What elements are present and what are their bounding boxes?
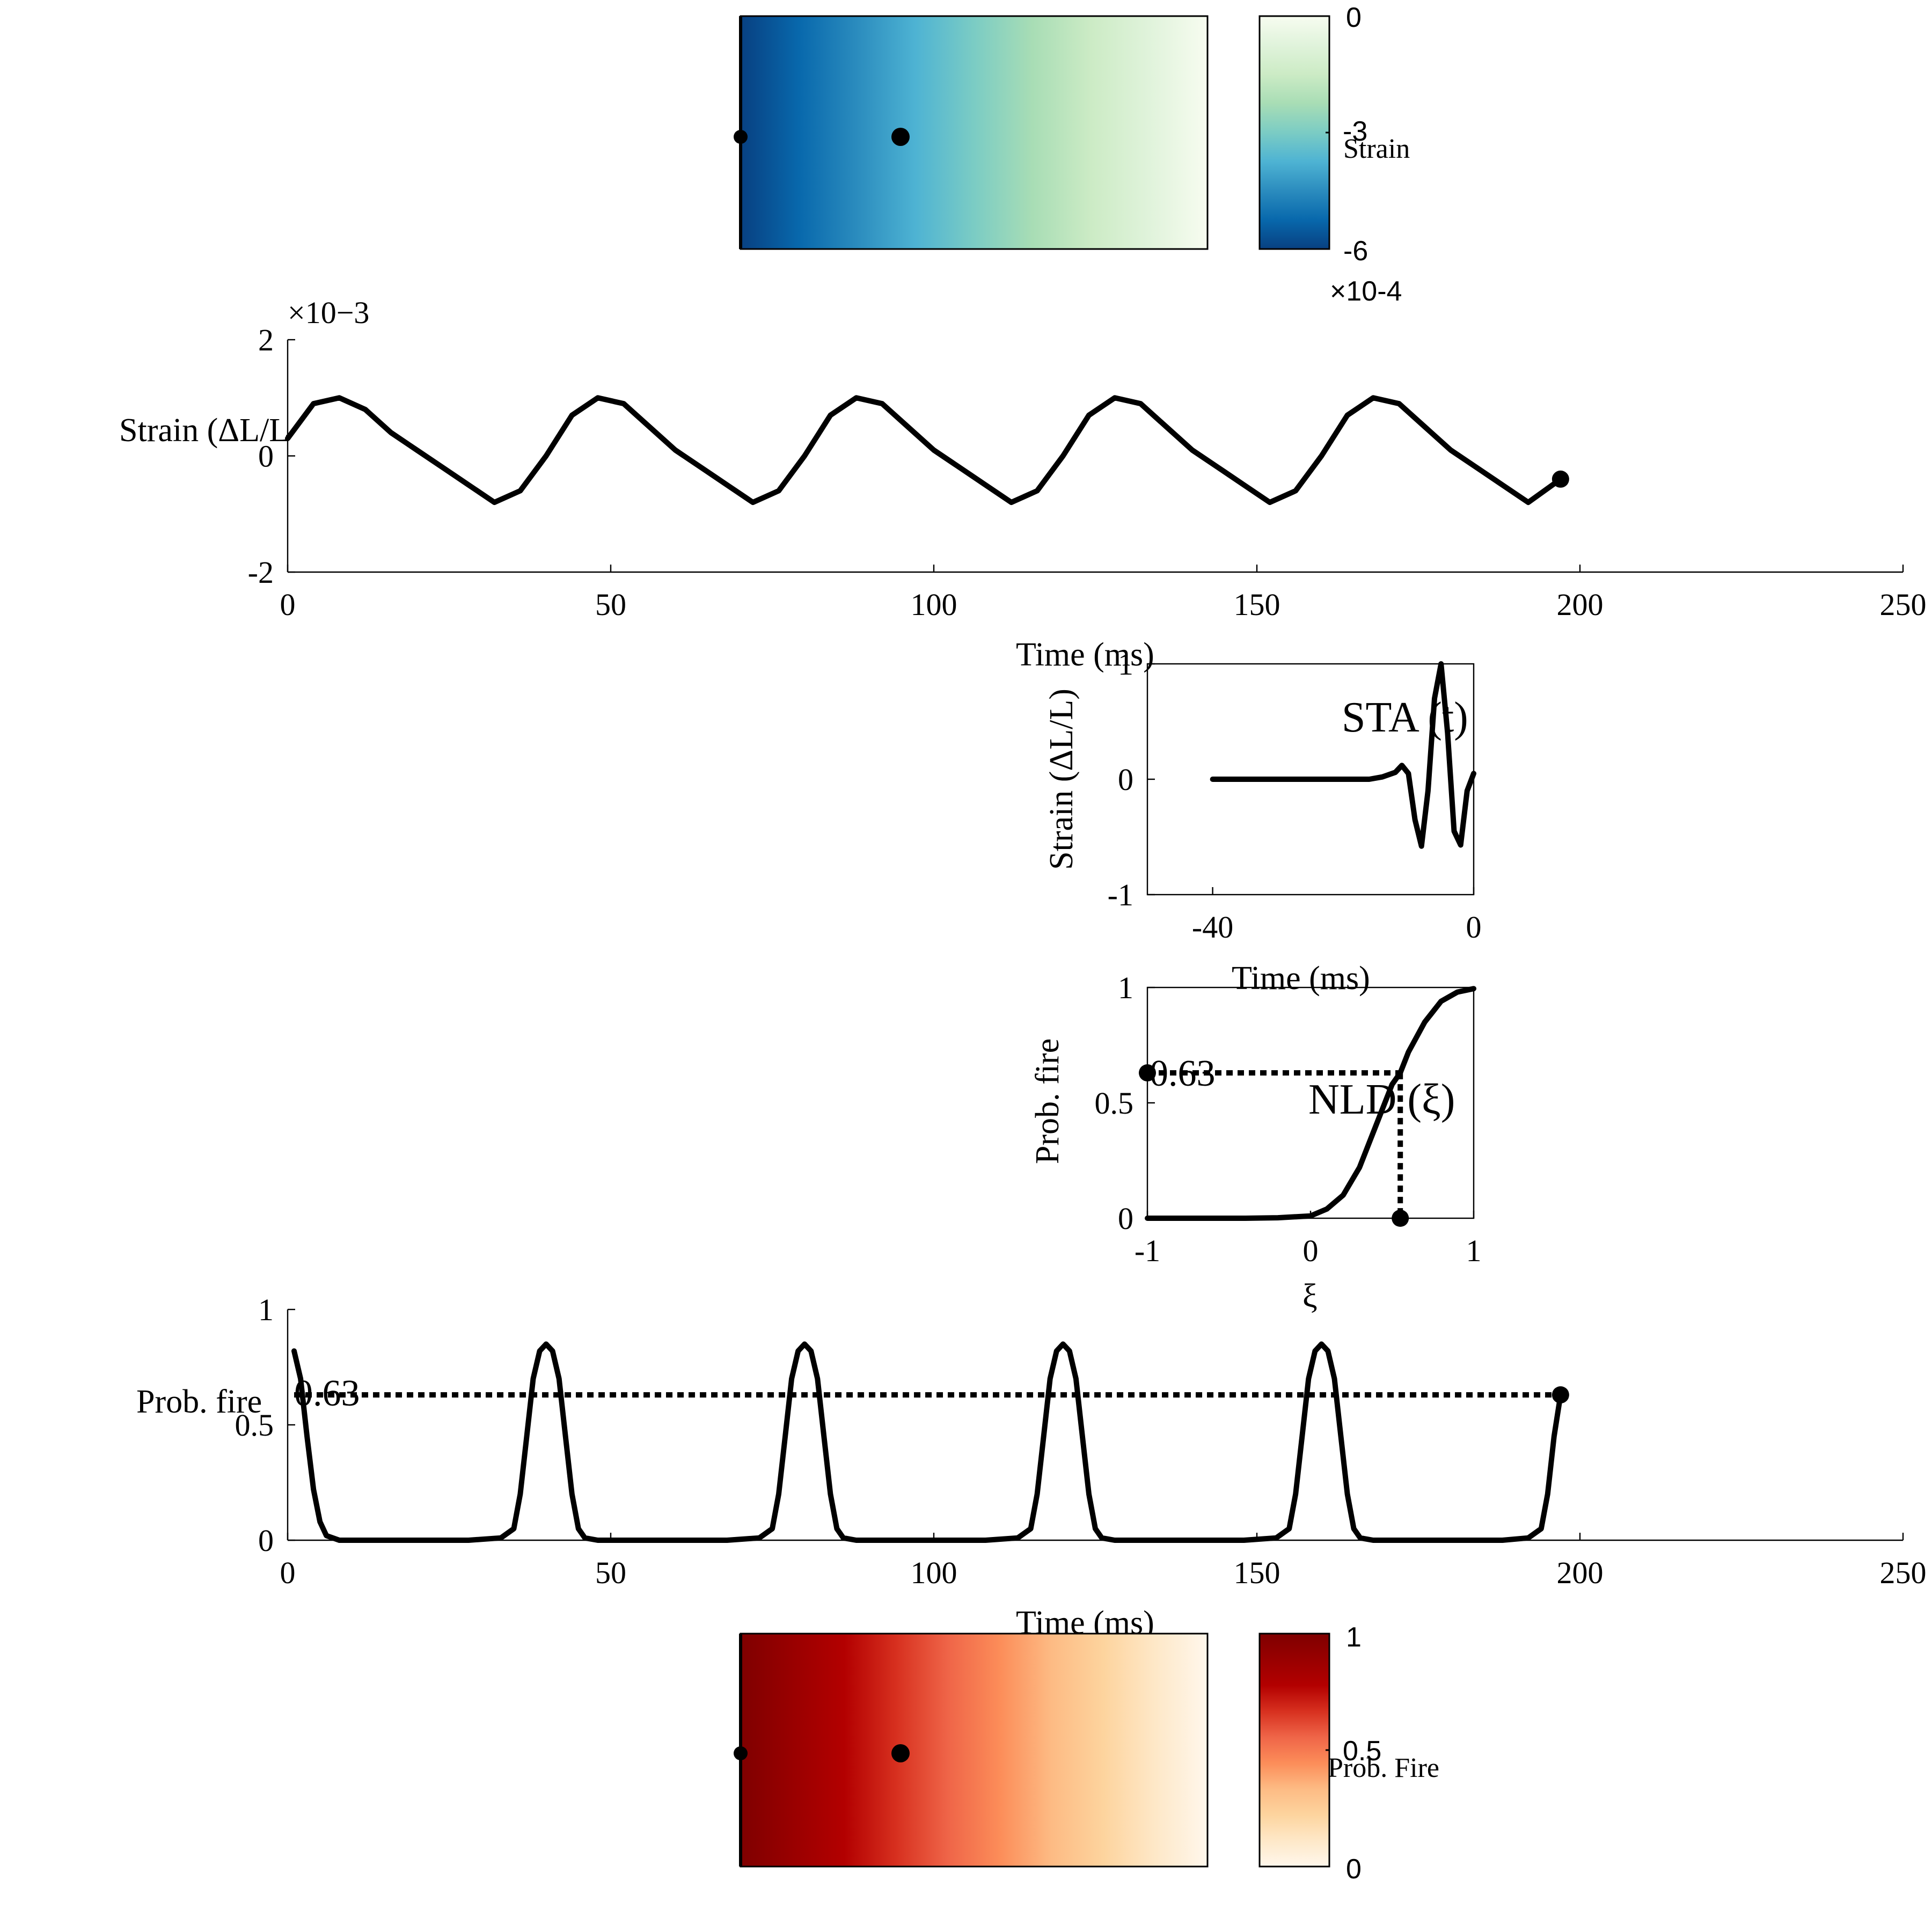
strain-trace-end-marker bbox=[1552, 470, 1569, 488]
strain-trace-ylabel: Strain (ΔL/L bbox=[119, 412, 289, 449]
prob-trace-ytick-label: 0.5 bbox=[235, 1408, 274, 1443]
prob-trace-line bbox=[291, 1341, 1563, 1543]
sta-xtick-label: 0 bbox=[1466, 910, 1482, 945]
prob-trace-xtick-label: 250 bbox=[1880, 1555, 1927, 1590]
strain-colorbar bbox=[1258, 15, 1330, 250]
strain-colorbar-multiplier: ×10-4 bbox=[1330, 276, 1402, 307]
prob-trace-threshold-label: 0.63 bbox=[294, 1373, 360, 1414]
prob-trace-x-ticks: 0 50 100 150 200 250 bbox=[280, 1533, 1927, 1590]
prob-colorbar-tick-mid: 0.5 bbox=[1343, 1736, 1381, 1767]
prob-trace-xtick-label: 0 bbox=[280, 1555, 296, 1590]
sta-x-ticks: -40 0 bbox=[1192, 887, 1482, 945]
strain-trace-xtick-label: 100 bbox=[911, 587, 957, 622]
prob-colorbar bbox=[1258, 1633, 1330, 1868]
nld-ytick-label: 0.5 bbox=[1095, 1086, 1134, 1121]
nld-x-ticks: -1 0 1 bbox=[1135, 1211, 1482, 1268]
sta-ytick-label: -1 bbox=[1108, 877, 1133, 912]
nld-y-ticks: 10.50 bbox=[1095, 970, 1155, 1236]
strain-trace-xtick-label: 250 bbox=[1880, 587, 1927, 622]
sta-xlabel: Time (ms) bbox=[1232, 960, 1370, 997]
nld-xtick-label: 0 bbox=[1303, 1233, 1319, 1268]
nld-line bbox=[1145, 986, 1476, 1221]
strain-colorbar-tick-top: 0 bbox=[1346, 2, 1362, 33]
prob-map bbox=[740, 1633, 1209, 1868]
prob-map-panel: 1 0.5 0 Prob. Fire bbox=[734, 1622, 1439, 1885]
prob-map-left-marker bbox=[734, 1746, 748, 1760]
strain-trace-xtick-label: 50 bbox=[595, 587, 626, 622]
strain-trace-xlabel: Time (ms) bbox=[1016, 636, 1154, 673]
prob-trace-ytick-label: 0 bbox=[258, 1523, 274, 1558]
prob-trace-end-marker bbox=[1552, 1386, 1569, 1404]
strain-trace-line bbox=[285, 395, 1563, 506]
nld-readout-x-marker bbox=[1392, 1210, 1409, 1227]
strain-trace-xtick-label: 150 bbox=[1234, 587, 1280, 622]
nld-axes: -1 0 1 10.50 ξ Prob. fire NLD (ξ) 0.63 bbox=[1029, 970, 1482, 1314]
strain-map-left-marker bbox=[734, 130, 748, 144]
prob-colorbar-tick-bottom: 0 bbox=[1346, 1854, 1362, 1885]
strain-map-panel: 0 -3 -6 Strain ×10-4 bbox=[734, 2, 1410, 307]
strain-trace-ytick-label: 2 bbox=[258, 323, 274, 357]
nld-ylabel: Prob. fire bbox=[1029, 1038, 1066, 1164]
prob-trace-axes: 0 50 100 150 200 250 10.50 Prob. fire Time (m… bbox=[136, 1292, 1927, 1641]
nld-ytick-label: 0 bbox=[1118, 1201, 1133, 1236]
strain-colorbar-tick-mid: -3 bbox=[1343, 116, 1367, 147]
prob-trace-ylabel: Prob. fire bbox=[136, 1384, 262, 1420]
sta-y-ticks: 1 0 -1 bbox=[1108, 647, 1155, 912]
nld-readout-label: 0.63 bbox=[1150, 1053, 1216, 1094]
prob-trace-y-ticks: 10.50 bbox=[235, 1292, 295, 1558]
prob-trace-xtick-label: 200 bbox=[1557, 1555, 1604, 1590]
strain-trace-ytick-label: -2 bbox=[248, 555, 274, 590]
sta-line bbox=[1210, 661, 1476, 849]
nld-xlabel: ξ bbox=[1302, 1278, 1318, 1314]
sta-ytick-label: 1 bbox=[1118, 647, 1133, 682]
prob-map-inner-marker bbox=[891, 1744, 910, 1762]
strain-trace-ytick-label: 0 bbox=[258, 439, 274, 474]
strain-colorbar-tick-bottom: -6 bbox=[1343, 236, 1368, 267]
strain-trace-y-ticks: 2 0 -2 bbox=[248, 323, 295, 590]
nld-xtick-label: -1 bbox=[1135, 1233, 1160, 1268]
strain-colorbar-label: Strain bbox=[1343, 134, 1410, 164]
prob-trace-ytick-label: 1 bbox=[258, 1292, 274, 1327]
sta-ytick-label: 0 bbox=[1118, 762, 1133, 797]
strain-trace-xtick-label: 200 bbox=[1557, 587, 1604, 622]
nld-ytick-label: 1 bbox=[1118, 970, 1133, 1005]
sta-axes: -40 0 10-1 Time (ms) Strain (ΔL/L) STA (t… bbox=[1043, 647, 1482, 997]
nld-readout-y-marker bbox=[1139, 1064, 1156, 1082]
strain-trace-multiplier: ×10−3 bbox=[288, 295, 369, 330]
prob-trace-xtick-label: 100 bbox=[911, 1555, 957, 1590]
prob-colorbar-label: Prob. Fire bbox=[1328, 1753, 1439, 1783]
sta-ylabel: Strain (ΔL/L) bbox=[1043, 689, 1080, 870]
strain-trace-xtick-label: 0 bbox=[280, 587, 296, 622]
strain-trace-axes: 0 50 100 150 200 250 20-2 ×10−3 Strain (ΔL/L … bbox=[119, 295, 1927, 673]
prob-colorbar-tick-top: 1 bbox=[1346, 1622, 1362, 1653]
prob-trace-xtick-label: 150 bbox=[1234, 1555, 1280, 1590]
prob-trace-xtick-label: 50 bbox=[595, 1555, 626, 1590]
strain-map-inner-marker bbox=[891, 128, 910, 146]
strain-trace-x-ticks: 0 50 100 150 200 250 bbox=[280, 565, 1927, 622]
nld-xtick-label: 1 bbox=[1466, 1233, 1482, 1268]
sta-xtick-label: -40 bbox=[1192, 910, 1233, 945]
strain-map bbox=[740, 15, 1209, 250]
